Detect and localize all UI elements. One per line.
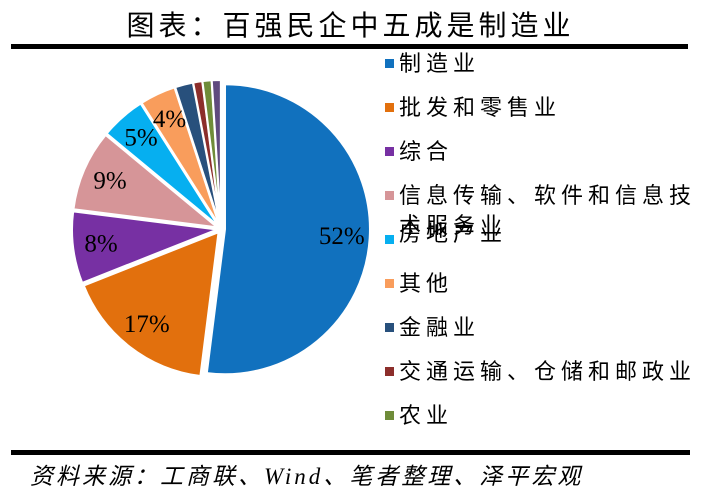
legend-item-8: 农业 (385, 401, 701, 431)
bottom-divider (11, 450, 690, 455)
legend-marker (385, 191, 394, 200)
slice-label-1: 17% (124, 311, 170, 338)
legend-label: 信息传输、软件和信息技术服务业 (399, 183, 697, 238)
legend-marker (385, 59, 394, 68)
pie-slice-4 (105, 102, 220, 227)
pie-slice-0 (205, 83, 371, 376)
legend-item-0: 制造业 (385, 49, 701, 79)
legend-marker (385, 323, 394, 332)
legend-item-5: 其他 (385, 269, 701, 299)
legend-marker (385, 147, 394, 156)
legend-marker (385, 279, 394, 288)
legend-label: 金融业 (399, 315, 481, 340)
legend-marker (385, 103, 394, 112)
legend-label: 房地产业 (399, 221, 508, 246)
legend-marker (385, 235, 394, 244)
legend-label: 批发和零售业 (399, 95, 562, 120)
pie-slice-9 (210, 79, 222, 226)
pie-slice-2 (71, 210, 219, 284)
slice-label-5: 4% (153, 106, 186, 133)
pie-slice-3 (72, 133, 219, 229)
legend-marker (385, 411, 394, 420)
legend-label: 制造业 (399, 51, 481, 76)
legend-label: 综合 (399, 139, 454, 164)
slice-label-0: 52% (319, 223, 365, 250)
slice-label-4: 5% (124, 125, 157, 152)
legend-item-4: 房地产业 (385, 221, 701, 255)
slice-label-3: 9% (93, 167, 126, 194)
legend: 制造业批发和零售业 综合信息传输、软件和信息技术服务业 房地产业其他金融业交通运输、… (385, 0, 701, 491)
legend-item-6: 金融业 (385, 313, 701, 343)
top-divider (11, 44, 688, 49)
legend-label: 交通运输、仓储和邮政业 (399, 359, 697, 384)
chart-title: 图表：百强民企中五成是制造业 (126, 11, 575, 42)
legend-item-3: 信息传输、软件和信息技术服务业 (385, 181, 701, 238)
legend-label: 农业 (399, 403, 454, 428)
legend-item-2: 综合 (385, 137, 701, 167)
legend-marker (385, 367, 394, 376)
legend-label: 其他 (399, 271, 454, 296)
source-note: 资料来源：工商联、Wind、笔者整理、泽平宏观 (30, 464, 584, 489)
slice-label-2: 8% (84, 231, 117, 258)
pie-slice-1 (82, 231, 220, 378)
legend-item-7: 交通运输、仓储和邮政业 (385, 357, 701, 387)
legend-item-1: 批发和零售业 (385, 93, 701, 123)
